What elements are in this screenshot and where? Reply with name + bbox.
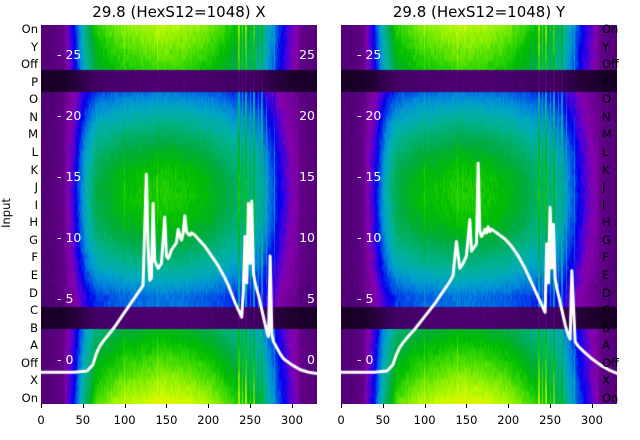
category-label: Off bbox=[602, 356, 619, 370]
category-label: Y bbox=[602, 40, 610, 54]
category-label: C bbox=[29, 303, 38, 317]
category-label: X bbox=[30, 373, 38, 387]
category-label: Off bbox=[602, 57, 619, 71]
x-tick-label: 100 bbox=[113, 413, 136, 427]
panel-y-canvas bbox=[341, 25, 617, 404]
x-tick-mark bbox=[466, 404, 468, 408]
category-label: B bbox=[602, 321, 610, 335]
category-label: On bbox=[21, 22, 38, 36]
category-label: Off bbox=[21, 356, 38, 370]
x-tick-label: 0 bbox=[37, 413, 45, 427]
category-label: K bbox=[602, 163, 610, 177]
x-tick-label: 50 bbox=[375, 413, 391, 427]
category-label: On bbox=[602, 391, 619, 405]
x-tick-mark bbox=[382, 404, 384, 408]
panel-y-heatmap: - 25- 20- 15- 10- 5- 0 bbox=[341, 25, 617, 404]
panel-y-x-axis: 0 50 100 150 200 250 300 bbox=[337, 404, 617, 434]
x-tick-label: 200 bbox=[197, 413, 220, 427]
category-label: I bbox=[602, 198, 606, 212]
category-label: F bbox=[602, 250, 609, 264]
category-label: On bbox=[602, 22, 619, 36]
x-tick-mark bbox=[508, 404, 510, 408]
panel-x-category-axis: On Y Off P O N M L K J I H G F E D C B A Off X On bbox=[0, 22, 40, 405]
panel-x-heatmap: - 25- 20- 15- 10- 5- 0 25 20 15 10 5 0 bbox=[41, 25, 317, 404]
category-label: L bbox=[31, 145, 38, 159]
x-tick-mark bbox=[208, 404, 210, 408]
category-label: Off bbox=[21, 57, 38, 71]
category-label: G bbox=[29, 233, 38, 247]
panel-x-axis-label: Input bbox=[0, 198, 13, 228]
category-label: A bbox=[602, 338, 610, 352]
category-label: F bbox=[31, 250, 38, 264]
x-tick-label: 250 bbox=[539, 413, 562, 427]
x-tick-label: 250 bbox=[239, 413, 262, 427]
category-label: X bbox=[602, 373, 610, 387]
category-label: K bbox=[30, 163, 38, 177]
x-tick-label: 0 bbox=[337, 413, 345, 427]
category-label: H bbox=[29, 215, 38, 229]
category-label: G bbox=[602, 233, 611, 247]
x-tick-label: 150 bbox=[155, 413, 178, 427]
x-tick-mark bbox=[166, 404, 168, 408]
x-tick-label: 50 bbox=[75, 413, 91, 427]
x-tick-label: 150 bbox=[455, 413, 478, 427]
category-label: D bbox=[602, 286, 611, 300]
category-label: M bbox=[602, 127, 612, 141]
x-tick-mark bbox=[250, 404, 252, 408]
category-label: O bbox=[602, 92, 612, 106]
panel-x-canvas bbox=[41, 25, 317, 404]
category-label: B bbox=[30, 321, 38, 335]
category-label: J bbox=[34, 180, 38, 194]
category-label: A bbox=[30, 338, 38, 352]
category-label: P bbox=[602, 75, 609, 89]
panel-x-x-axis: 0 50 100 150 200 250 300 bbox=[37, 404, 317, 434]
x-tick-mark bbox=[41, 404, 42, 408]
category-label: O bbox=[28, 92, 38, 106]
category-label: M bbox=[28, 127, 38, 141]
category-label: Y bbox=[30, 40, 38, 54]
x-tick-label: 300 bbox=[280, 413, 303, 427]
category-label: E bbox=[602, 268, 610, 282]
panel-x-title: 29.8 (HexS12=1048) X bbox=[92, 3, 266, 21]
category-label: J bbox=[602, 180, 606, 194]
category-label: N bbox=[602, 110, 611, 124]
category-label: E bbox=[30, 268, 38, 282]
category-label: N bbox=[29, 110, 38, 124]
x-tick-mark bbox=[550, 404, 552, 408]
category-label: L bbox=[602, 145, 609, 159]
x-tick-mark bbox=[124, 404, 126, 408]
x-tick-label: 300 bbox=[580, 413, 603, 427]
x-tick-mark bbox=[591, 404, 593, 408]
x-tick-mark bbox=[424, 404, 426, 408]
category-label: H bbox=[602, 215, 611, 229]
category-label: C bbox=[602, 303, 611, 317]
category-label: D bbox=[29, 286, 38, 300]
category-label: On bbox=[21, 391, 38, 405]
x-tick-label: 200 bbox=[497, 413, 520, 427]
x-tick-mark bbox=[341, 404, 342, 408]
x-tick-mark bbox=[291, 404, 293, 408]
category-label: I bbox=[34, 198, 38, 212]
x-tick-mark bbox=[82, 404, 84, 408]
panel-y-title: 29.8 (HexS12=1048) Y bbox=[392, 3, 566, 21]
category-label: P bbox=[31, 75, 38, 89]
panel-y-category-axis: On Y Off P O N M L K J I H G F E D C B A Off X On bbox=[600, 22, 640, 405]
x-tick-label: 100 bbox=[413, 413, 436, 427]
